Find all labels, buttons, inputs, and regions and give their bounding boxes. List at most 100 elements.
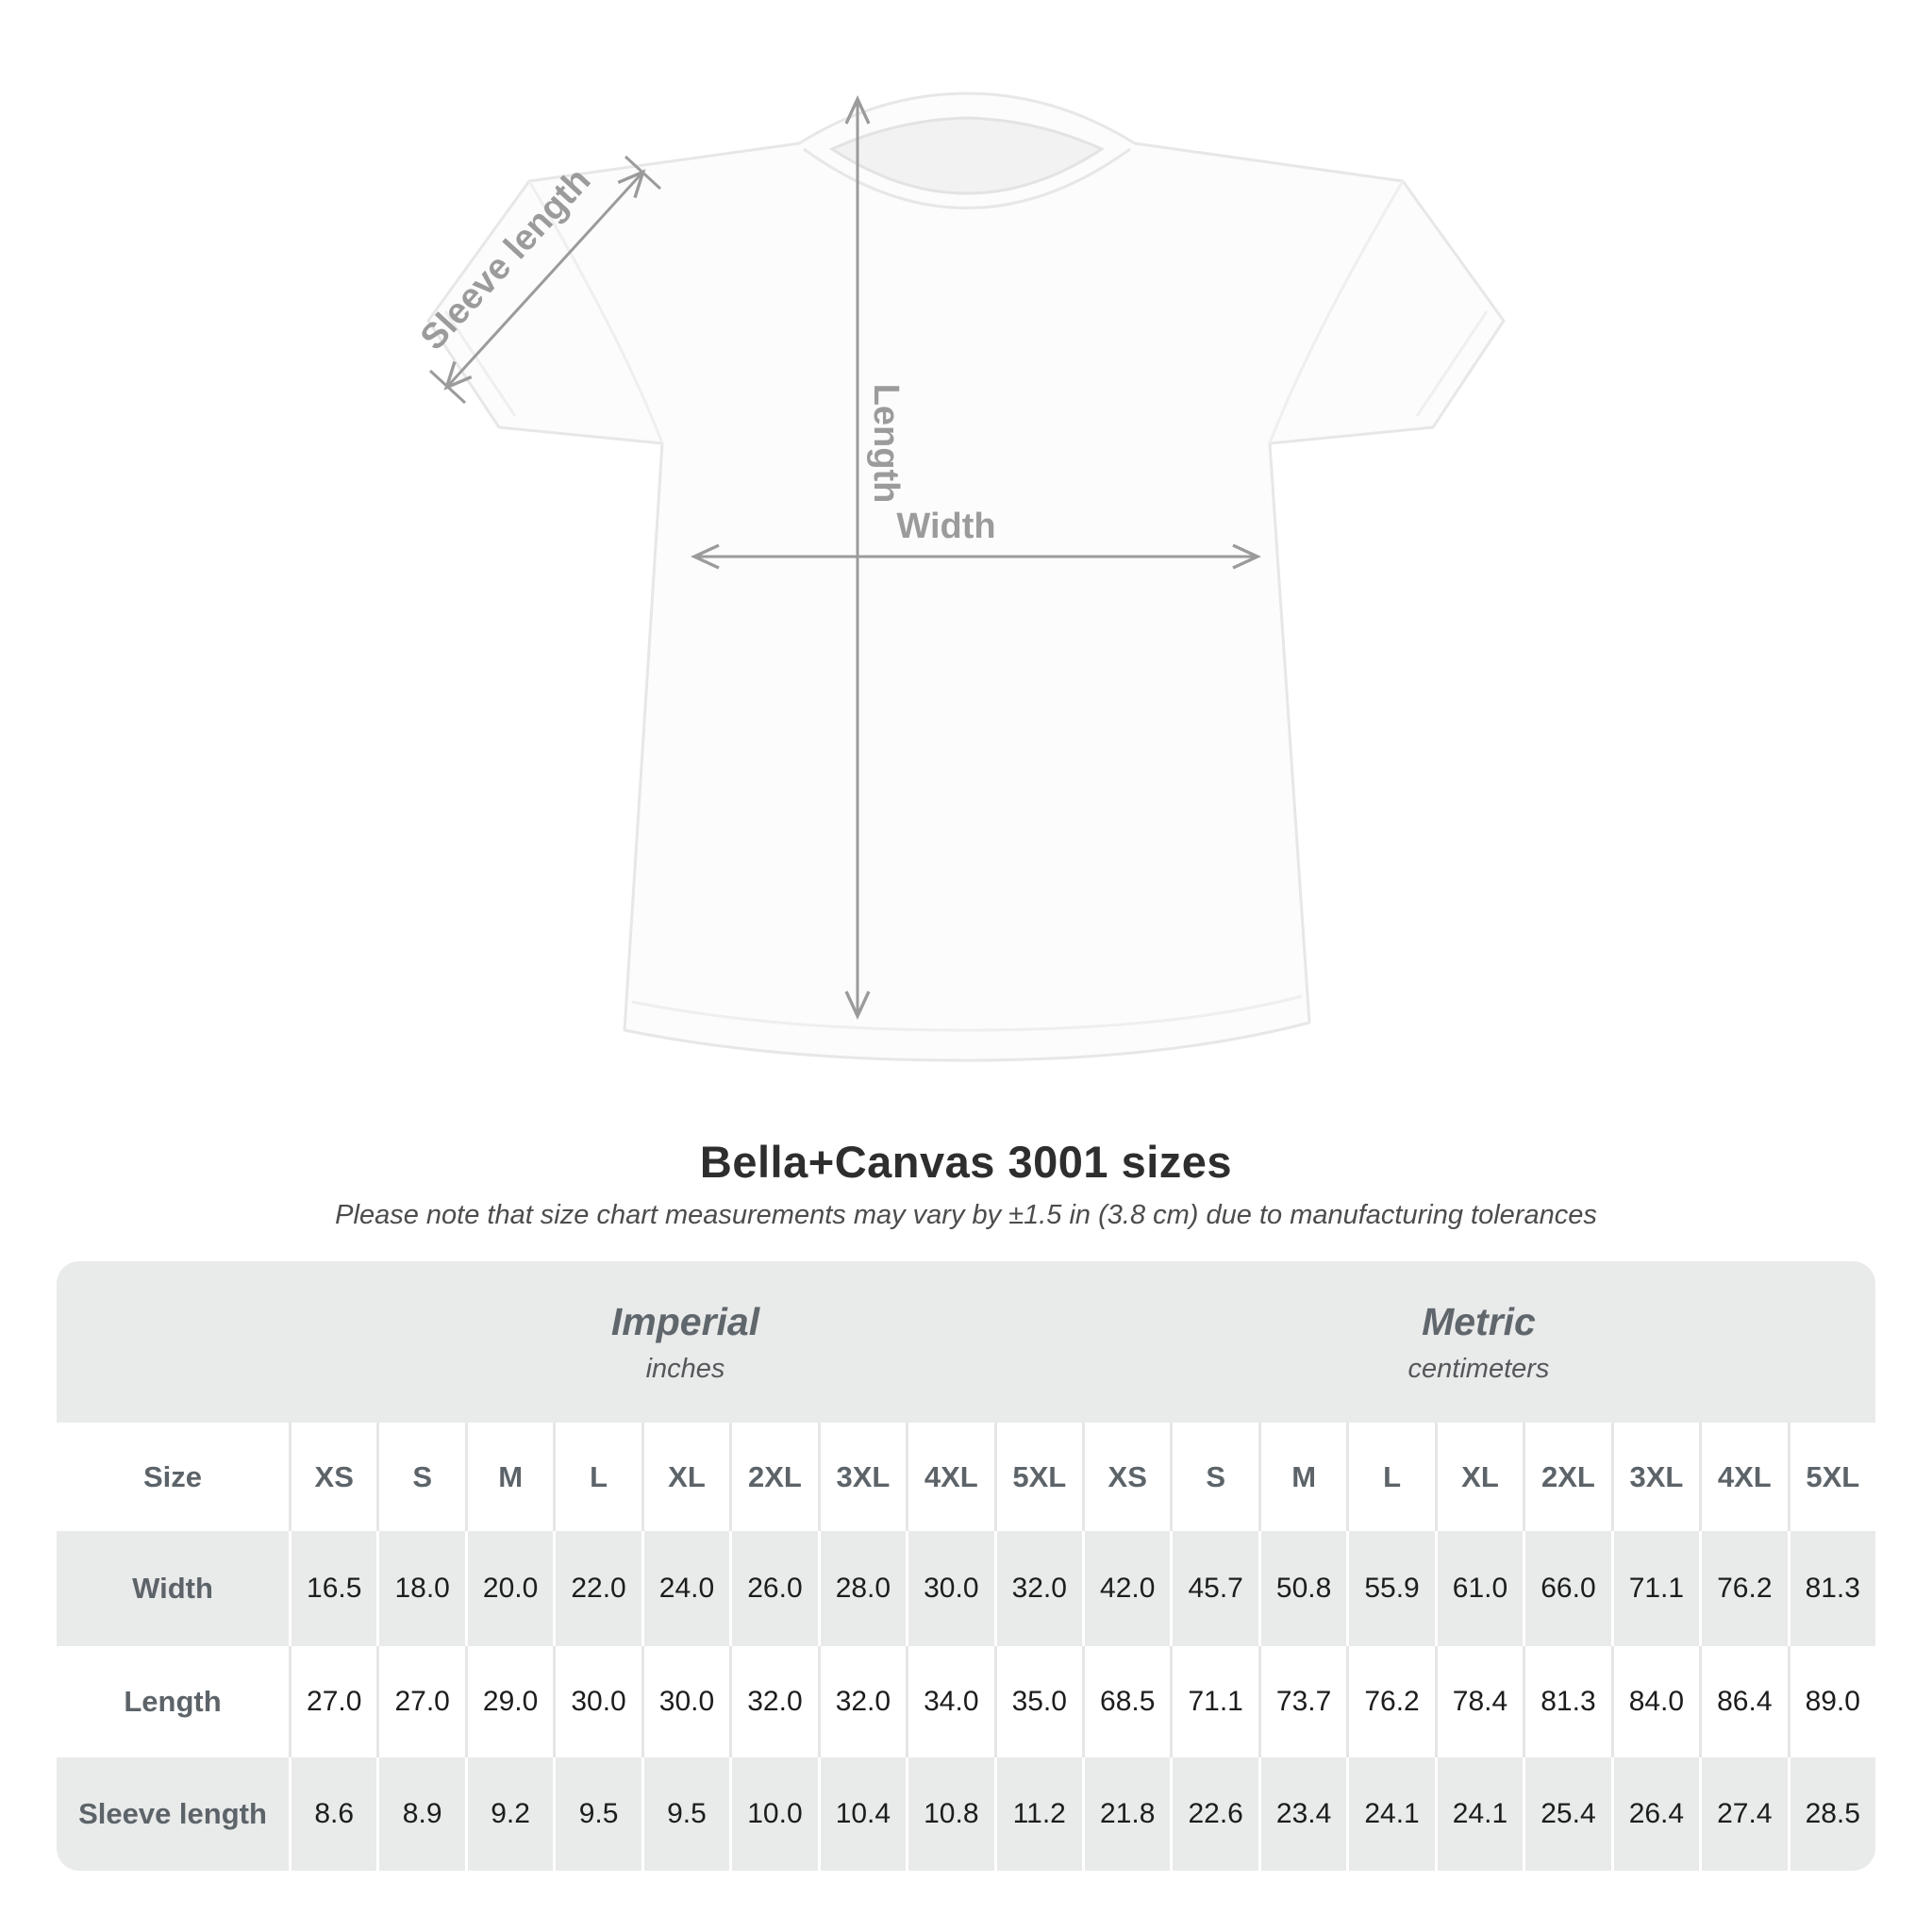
row-label-sleeve-length: Sleeve length	[57, 1757, 289, 1871]
width-dimension: Width	[695, 507, 1257, 557]
value-cell-imperial: 9.5	[641, 1757, 730, 1871]
value-cell-metric: 26.4	[1610, 1757, 1700, 1871]
hem-seam	[631, 994, 1303, 1032]
value-cell-metric: 76.2	[1346, 1646, 1435, 1757]
row-label-width: Width	[57, 1531, 289, 1646]
value-cell-metric: 42.0	[1081, 1531, 1171, 1646]
value-cell-imperial: 26.0	[729, 1531, 818, 1646]
size-header-metric-5xl: 5XL	[1787, 1423, 1875, 1531]
value-cell-metric: 21.8	[1081, 1757, 1171, 1871]
value-cell-metric: 45.7	[1170, 1531, 1258, 1646]
size-header-metric-m: M	[1257, 1423, 1347, 1531]
value-cell-imperial: 10.4	[817, 1757, 907, 1871]
value-cell-imperial: 27.0	[289, 1646, 377, 1757]
size-header-imperial-xl: XL	[641, 1423, 730, 1531]
metric-label: Metric	[1422, 1299, 1536, 1343]
size-header-metric-4xl: 4XL	[1699, 1423, 1788, 1531]
table-corner-cell	[57, 1261, 289, 1423]
value-cell-imperial: 16.5	[289, 1531, 377, 1646]
value-cell-imperial: 10.8	[906, 1757, 994, 1871]
width-label: Width	[896, 507, 995, 546]
value-cell-metric: 86.4	[1699, 1646, 1788, 1757]
value-cell-imperial: 29.0	[464, 1646, 554, 1757]
sleeve-length-arrow	[447, 173, 642, 387]
size-header-metric-2xl: 2XL	[1523, 1423, 1611, 1531]
value-cell-metric: 71.1	[1170, 1646, 1258, 1757]
value-cell-metric: 24.1	[1346, 1757, 1435, 1871]
value-cell-imperial: 30.0	[553, 1646, 641, 1757]
value-cell-metric: 81.3	[1787, 1531, 1875, 1646]
size-header-metric-s: S	[1170, 1423, 1258, 1531]
value-cell-imperial: 24.0	[641, 1531, 730, 1646]
value-cell-imperial: 11.2	[993, 1757, 1082, 1871]
right-cuff-seam	[1415, 310, 1489, 417]
size-column-header: Size	[57, 1423, 289, 1531]
value-cell-metric: 23.4	[1257, 1757, 1347, 1871]
tshirt-measurement-diagram: Sleeve length Length Width	[413, 92, 1506, 1062]
length-label: Length	[866, 384, 906, 504]
size-header-imperial-5xl: 5XL	[993, 1423, 1082, 1531]
value-cell-imperial: 28.0	[817, 1531, 907, 1646]
value-cell-imperial: 8.9	[376, 1757, 465, 1871]
imperial-unit-label: inches	[645, 1353, 725, 1384]
value-cell-metric: 55.9	[1346, 1531, 1435, 1646]
value-cell-metric: 71.1	[1610, 1531, 1700, 1646]
size-header-imperial-xs: XS	[289, 1423, 377, 1531]
size-table: Imperial inches Metric centimeters Size X…	[57, 1261, 1875, 1871]
imperial-label: Imperial	[610, 1299, 760, 1343]
value-cell-imperial: 22.0	[553, 1531, 641, 1646]
size-header-imperial-4xl: 4XL	[906, 1423, 994, 1531]
value-cell-metric: 78.4	[1434, 1646, 1524, 1757]
value-cell-metric: 50.8	[1257, 1531, 1347, 1646]
value-cell-metric: 27.4	[1699, 1757, 1788, 1871]
row-label-length: Length	[57, 1646, 289, 1757]
value-cell-imperial: 30.0	[906, 1531, 994, 1646]
value-cell-imperial: 30.0	[641, 1646, 730, 1757]
value-cell-imperial: 32.0	[729, 1646, 818, 1757]
page-subtitle: Please note that size chart measurements…	[335, 1200, 1597, 1230]
value-cell-metric: 22.6	[1170, 1757, 1258, 1871]
size-header-imperial-3xl: 3XL	[817, 1423, 907, 1531]
right-armhole-seam	[1268, 180, 1405, 444]
size-header-metric-xs: XS	[1081, 1423, 1171, 1531]
value-cell-imperial: 20.0	[464, 1531, 554, 1646]
size-header-imperial-l: L	[553, 1423, 641, 1531]
value-cell-metric: 81.3	[1523, 1646, 1611, 1757]
value-cell-metric: 68.5	[1081, 1646, 1171, 1757]
size-header-imperial-2xl: 2XL	[729, 1423, 818, 1531]
collar-opening	[828, 116, 1106, 195]
size-header-imperial-m: M	[464, 1423, 554, 1531]
value-cell-imperial: 9.5	[553, 1757, 641, 1871]
value-cell-imperial: 9.2	[464, 1757, 554, 1871]
size-header-metric-3xl: 3XL	[1610, 1423, 1700, 1531]
value-cell-metric: 76.2	[1699, 1531, 1788, 1646]
value-cell-metric: 28.5	[1787, 1757, 1875, 1871]
value-cell-metric: 25.4	[1523, 1757, 1611, 1871]
value-cell-imperial: 32.0	[993, 1531, 1082, 1646]
value-cell-metric: 84.0	[1610, 1646, 1700, 1757]
value-cell-imperial: 34.0	[906, 1646, 994, 1757]
value-cell-metric: 89.0	[1787, 1646, 1875, 1757]
value-cell-imperial: 10.0	[729, 1757, 818, 1871]
tshirt-graphic	[426, 92, 1506, 1062]
metric-group-header: Metric centimeters	[1081, 1261, 1875, 1423]
value-cell-imperial: 27.0	[376, 1646, 465, 1757]
value-cell-imperial: 32.0	[817, 1646, 907, 1757]
size-header-metric-l: L	[1346, 1423, 1435, 1531]
value-cell-metric: 24.1	[1434, 1757, 1524, 1871]
sleeve-length-tick-top	[624, 155, 662, 191]
value-cell-imperial: 8.6	[289, 1757, 377, 1871]
metric-unit-label: centimeters	[1407, 1353, 1550, 1384]
size-header-imperial-s: S	[376, 1423, 465, 1531]
imperial-group-header: Imperial inches	[289, 1261, 1082, 1423]
value-cell-imperial: 18.0	[376, 1531, 465, 1646]
value-cell-metric: 73.7	[1257, 1646, 1347, 1757]
page-title: Bella+Canvas 3001 sizes	[699, 1137, 1233, 1187]
value-cell-metric: 61.0	[1434, 1531, 1524, 1646]
size-header-metric-xl: XL	[1434, 1423, 1524, 1531]
value-cell-imperial: 35.0	[993, 1646, 1082, 1757]
value-cell-metric: 66.0	[1523, 1531, 1611, 1646]
sleeve-length-tick-bottom	[428, 369, 467, 405]
tshirt-body	[426, 92, 1506, 1062]
